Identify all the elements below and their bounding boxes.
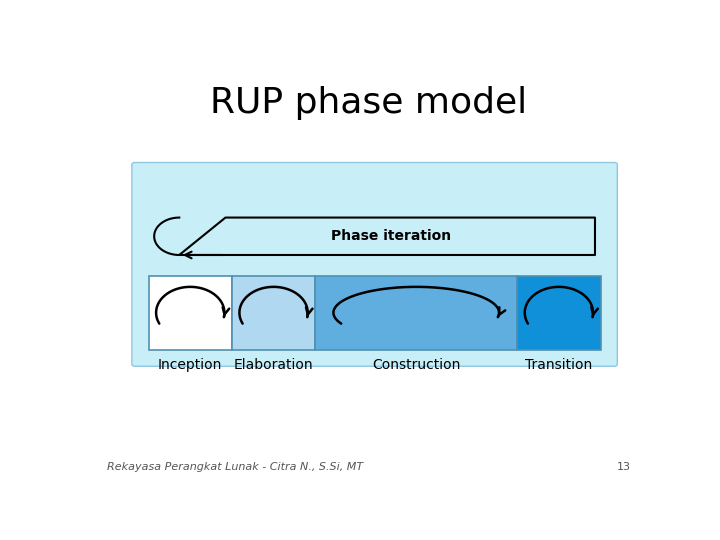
Text: Elaboration: Elaboration [234, 358, 313, 372]
Text: Rekayasa Perangkat Lunak - Citra N., S.Si, MT: Rekayasa Perangkat Lunak - Citra N., S.S… [107, 462, 363, 472]
Bar [232, 276, 315, 349]
Text: Construction: Construction [372, 358, 460, 372]
Text: Phase iteration: Phase iteration [331, 230, 451, 244]
Text: Transition: Transition [526, 358, 593, 372]
Bar [315, 276, 517, 349]
FancyBboxPatch shape [132, 163, 617, 366]
Bar [517, 276, 600, 349]
Bar [148, 276, 232, 349]
Text: 13: 13 [617, 462, 631, 472]
Text: Inception: Inception [158, 358, 222, 372]
Text: RUP phase model: RUP phase model [210, 85, 528, 119]
